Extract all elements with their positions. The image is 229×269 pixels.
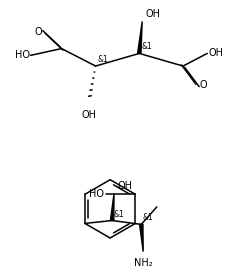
Text: OH: OH — [207, 48, 222, 58]
Text: &1: &1 — [141, 43, 151, 51]
Text: O: O — [199, 80, 206, 90]
Text: NH₂: NH₂ — [133, 259, 152, 268]
Text: HO: HO — [89, 189, 104, 199]
Text: OH: OH — [144, 9, 159, 19]
Text: OH: OH — [117, 181, 132, 191]
Text: &1: &1 — [97, 55, 108, 64]
Text: &1: &1 — [142, 214, 152, 222]
Polygon shape — [139, 224, 143, 252]
Text: HO: HO — [14, 50, 29, 60]
Text: OH: OH — [81, 110, 96, 120]
Text: &1: &1 — [113, 210, 123, 219]
Polygon shape — [137, 21, 142, 54]
Polygon shape — [110, 193, 114, 221]
Text: O: O — [34, 27, 42, 37]
